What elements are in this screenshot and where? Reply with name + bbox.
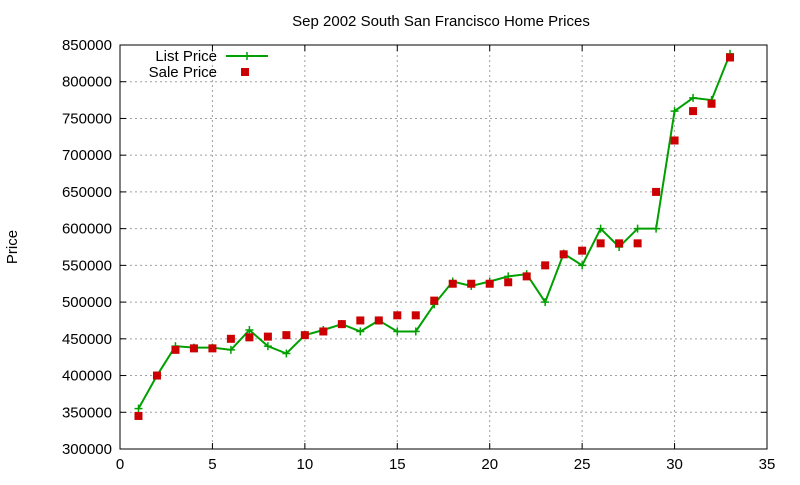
data-point-sale-price [670,136,679,145]
data-point-sale-price [578,246,587,255]
data-point-sale-price [374,316,383,325]
data-point-sale-price [319,327,328,336]
data-point-sale-price [282,331,291,340]
plot-frame [119,44,768,450]
data-point-sale-price [208,344,217,353]
y-tick-label: 400000 [62,368,112,385]
series-line-list-price [137,53,731,410]
data-point-sale-price [134,411,143,420]
x-tick-label: 5 [208,456,216,473]
y-tick-label: 850000 [62,37,112,54]
x-tick-label: 15 [389,456,406,473]
data-point-sale-price [393,311,402,320]
legend-sample-list-price [226,52,268,60]
y-tick-label: 700000 [62,147,112,164]
x-tick-label: 35 [759,456,776,473]
data-point-list-price [245,326,254,335]
data-point-sale-price [559,250,568,259]
data-point-sale-price [152,371,161,380]
data-point-sale-price [504,278,513,287]
y-tick-label: 450000 [62,331,112,348]
data-point-sale-price [689,107,698,116]
y-tick-label: 550000 [62,257,112,274]
data-point-sale-price [467,279,476,288]
x-tick-label: 25 [574,456,591,473]
y-tick-label: 800000 [62,74,112,91]
data-point-sale-price [430,296,439,305]
data-point-sale-price [652,187,661,196]
data-point-sale-price [448,279,457,288]
y-tick-label: 350000 [62,404,112,421]
x-tick-label: 30 [666,456,683,473]
series-sale-price [134,53,735,420]
data-point-sale-price [707,99,716,108]
y-axis-title: Price [4,230,21,264]
x-tick-label: 0 [116,456,124,473]
legend-label-list-price: List Price [155,48,217,65]
data-point-list-price [356,327,365,336]
data-point-list-price [596,224,605,233]
y-tick-label: 500000 [62,294,112,311]
data-point-sale-price [245,333,254,342]
y-tick-label: 650000 [62,184,112,201]
data-point-list-price [282,349,291,358]
data-point-sale-price [633,239,642,248]
data-point-sale-price [541,261,550,270]
data-point-list-price [578,261,587,270]
legend-sample-sale-price [241,68,249,76]
data-point-sale-price [596,239,605,248]
data-point-sale-price [300,331,309,340]
legend: List Price Sale Price [149,48,268,81]
data-point-sale-price [226,334,235,343]
data-point-list-price [411,327,420,336]
data-point-sale-price [337,320,346,329]
series-layer [134,49,735,420]
data-point-list-price [670,107,679,116]
legend-marker [243,52,251,60]
data-point-sale-price [263,332,272,341]
data-point-list-price [393,327,402,336]
data-point-sale-price [726,53,735,62]
grid [120,45,767,449]
x-tick-label: 20 [481,456,498,473]
data-point-sale-price [171,345,180,354]
legend-label-sale-price: Sale Price [149,64,217,81]
data-point-list-price [633,224,642,233]
y-tick-label: 750000 [62,110,112,127]
data-point-sale-price [485,279,494,288]
data-point-sale-price [189,344,198,353]
data-point-list-price [652,224,661,233]
y-tick-label: 600000 [62,221,112,238]
chart-title: Sep 2002 South San Francisco Home Prices [292,13,590,30]
data-point-list-price [689,93,698,102]
series-list-price [134,49,735,413]
data-point-list-price [541,298,550,307]
data-point-list-price [134,404,143,413]
axis-ticks: 300000 350000 400000 450000 500000 550000 6000… [62,37,775,473]
data-point-list-price [263,342,272,351]
x-tick-label: 10 [297,456,314,473]
data-point-sale-price [356,316,365,325]
y-tick-label: 300000 [62,441,112,458]
data-point-sale-price [411,311,420,320]
data-point-sale-price [615,239,624,248]
data-point-list-price [226,345,235,354]
data-point-sale-price [522,272,531,281]
legend-marker [241,68,249,76]
